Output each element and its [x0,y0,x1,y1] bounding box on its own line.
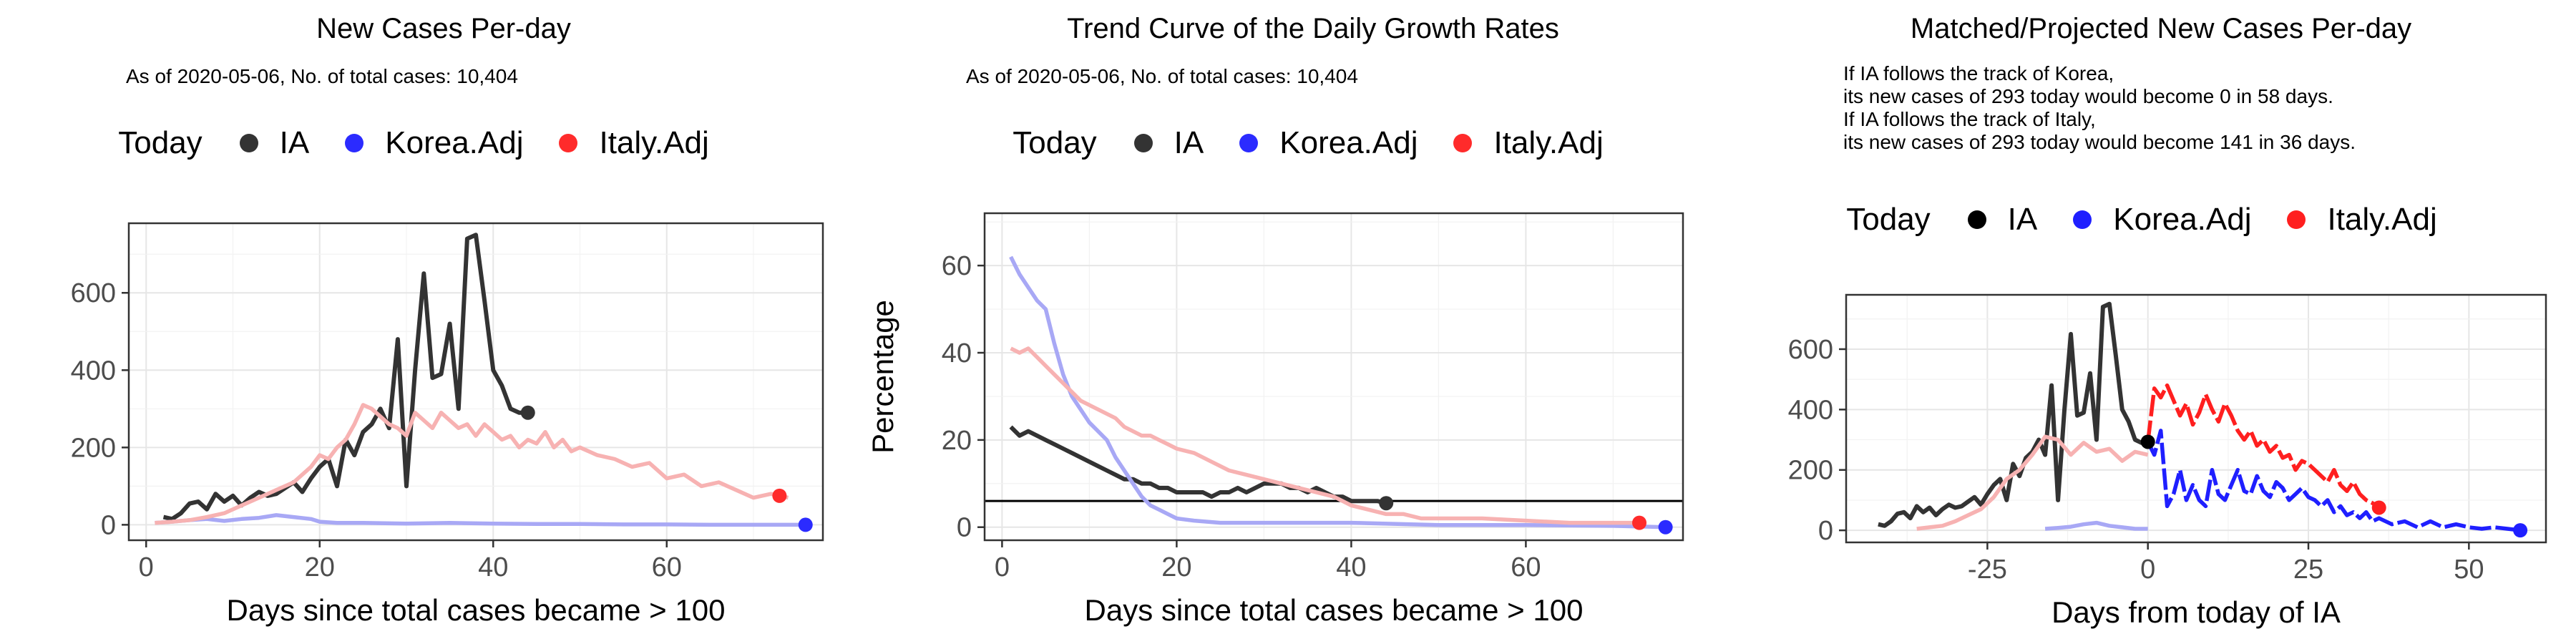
x-tick-label: 25 [2293,555,2323,585]
chart-subtitle-line: If IA follows the track of Italy, [1843,108,2096,130]
today-point-italy-adj [1632,515,1646,530]
legend-dot-icon [2287,210,2306,229]
grid [985,213,1683,540]
legend-dot-icon [1453,134,1473,152]
legend-dot-icon [1133,134,1153,152]
plot-area: -25 0 25 50 0 200 400 600 Days from today of IA [1788,293,2547,629]
chart-subtitle-line: its new cases of 293 today would become … [1843,85,2333,107]
legend-item-korea: Korea.Adj [2073,202,2264,238]
today-point-korea-adj [798,517,813,532]
today-point-ia [1379,496,1394,511]
today-point-korea-adj [1658,519,1673,535]
plot-border [983,212,1684,542]
series-line-korea-adj [2044,520,2148,531]
today-point-italy-adj [2371,500,2386,515]
x-tick-label: 50 [2454,555,2484,585]
y-tick-label: 20 [942,426,972,456]
today-point-korea-adj [2513,523,2528,538]
plot-border [127,222,824,542]
series-line-italy-adj-projected [2145,383,2381,509]
legend-item-korea: Korea.Adj [345,125,536,161]
legend-dot-icon [1239,134,1259,152]
y-axis-label: Percentage [866,300,899,454]
series-line-ia [162,233,528,522]
x-tick-label: 40 [478,552,508,582]
y-tick-label: 0 [1818,516,1833,546]
y-tick-label: 40 [942,338,972,369]
chart-panel-growth-rates: Trend Curve of the Daily Growth Rates As… [852,0,1703,644]
y-tick-label: 0 [101,510,116,540]
legend-title: Today [1013,125,1097,160]
x-tick-label: 0 [2140,555,2155,585]
x-tick-label: 20 [1161,552,1191,582]
legend-dot-icon [239,134,258,152]
chart-title: Trend Curve of the Daily Growth Rates [1067,13,1559,44]
x-tick-label: -25 [1968,555,2007,585]
x-tick-label: 60 [1511,552,1541,582]
chart-panel-new-cases: New Cases Per-day As of 2020-05-06, No. … [0,0,852,644]
x-tick-label: 40 [1336,552,1366,582]
legend-item-italy: Italy.Adj [1453,125,1616,161]
chart-title: Matched/Projected New Cases Per-day [1910,13,2412,44]
legend-title: Today [118,125,203,160]
chart-subtitle: As of 2020-05-06, No. of total cases: 10… [126,65,518,87]
legend-item-ia: IA [1967,202,2051,238]
series-line-korea-adj [155,513,806,527]
chart-legend: Today IA Korea.Adj Italy.Adj [0,125,852,161]
today-point-italy-adj [772,488,787,503]
legend-item-korea: Korea.Adj [1239,125,1430,161]
legend-dot-icon [345,134,364,152]
y-tick-label: 400 [1788,395,1833,425]
series-line-korea-adj-projected [2146,429,2521,532]
legend-item-italy: Italy.Adj [559,125,721,161]
y-tick-label: 200 [71,433,116,463]
legend-dot-icon [2073,210,2092,229]
chart-subtitle-line: If IA follows the track of Korea, [1843,62,2114,84]
y-tick-label: 400 [71,356,116,386]
x-tick-label: 0 [139,552,154,582]
series-line-korea-adj [1009,255,1666,530]
y-tick-label: 600 [71,278,116,308]
x-axis-label: Days since total cases became > 100 [227,593,726,627]
x-tick-label: 20 [305,552,335,582]
legend-dot-icon [559,134,578,152]
legend-item-ia: IA [1133,125,1217,161]
legend-title: Today [1846,202,1931,237]
y-tick-label: 200 [1788,456,1833,486]
chart-panel-projected: Matched/Projected New Cases Per-day If I… [1703,0,2576,644]
series-line-italy-adj [155,403,789,525]
x-tick-label: 60 [652,552,682,582]
x-axis-label: Days since total cases became > 100 [1085,593,1584,627]
grid [129,223,823,540]
series-line-italy-adj [1010,346,1639,525]
chart-title: New Cases Per-day [316,13,571,44]
legend-item-italy: Italy.Adj [2287,202,2449,238]
series-line-ia [1878,301,2149,528]
chart-subtitle: As of 2020-05-06, No. of total cases: 10… [966,65,1358,87]
chart-legend: Today IA Korea.Adj Italy.Adj [1717,202,2576,238]
series-line-ia [1009,425,1387,506]
grid [1846,295,2546,542]
chart-subtitle-line: its new cases of 293 today would become … [1843,131,2356,153]
y-tick-label: 600 [1788,335,1833,365]
plot-border [1845,293,2547,544]
x-tick-label: 0 [995,552,1010,582]
y-tick-label: 0 [957,513,972,543]
today-point-ia [2140,434,2155,449]
legend-dot-icon [1967,210,1986,229]
series-line-italy-adj [1916,434,2149,531]
legend-item-ia: IA [239,125,323,161]
chart-legend: Today IA Korea.Adj Italy.Adj [894,125,1746,161]
x-axis-label: Days from today of IA [2051,595,2341,629]
today-point-ia [520,405,535,420]
y-tick-label: 60 [942,251,972,281]
plot-area: 0 20 40 60 0 20 40 60 Days since total cases bec… [866,212,1684,627]
